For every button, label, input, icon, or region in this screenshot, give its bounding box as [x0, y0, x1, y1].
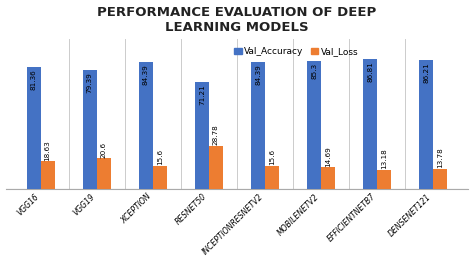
Text: 86.21: 86.21	[423, 62, 429, 83]
Bar	[97, 159, 111, 189]
Bar	[27, 67, 41, 189]
Text: 84.39: 84.39	[255, 65, 261, 85]
Text: 15.6: 15.6	[269, 149, 275, 165]
Bar	[153, 166, 167, 189]
Bar	[195, 82, 209, 189]
Bar	[265, 166, 279, 189]
Title: PERFORMANCE EVALUATION OF DEEP
LEARNING MODELS: PERFORMANCE EVALUATION OF DEEP LEARNING …	[97, 6, 377, 34]
Text: 85.3: 85.3	[311, 63, 317, 79]
Bar	[377, 170, 392, 189]
Bar	[363, 59, 377, 189]
Text: 71.21: 71.21	[199, 84, 205, 105]
Text: 28.78: 28.78	[213, 125, 219, 145]
Text: 84.39: 84.39	[143, 65, 149, 85]
Text: 15.6: 15.6	[157, 149, 163, 165]
Bar	[307, 61, 321, 189]
Text: 20.6: 20.6	[101, 141, 107, 158]
Bar	[251, 62, 265, 189]
Text: 79.39: 79.39	[87, 72, 93, 93]
Bar	[82, 70, 97, 189]
Bar	[209, 146, 223, 189]
Text: 86.81: 86.81	[367, 61, 373, 82]
Text: 13.18: 13.18	[381, 148, 387, 169]
Text: 14.69: 14.69	[325, 146, 331, 167]
Text: 81.36: 81.36	[31, 69, 36, 90]
Bar	[419, 60, 433, 189]
Bar	[41, 161, 55, 189]
Text: 13.78: 13.78	[438, 147, 443, 168]
Legend: Val_Accuracy, Val_Loss: Val_Accuracy, Val_Loss	[231, 43, 362, 60]
Bar	[139, 62, 153, 189]
Bar	[433, 169, 447, 189]
Bar	[321, 167, 335, 189]
Text: 18.63: 18.63	[45, 140, 51, 161]
